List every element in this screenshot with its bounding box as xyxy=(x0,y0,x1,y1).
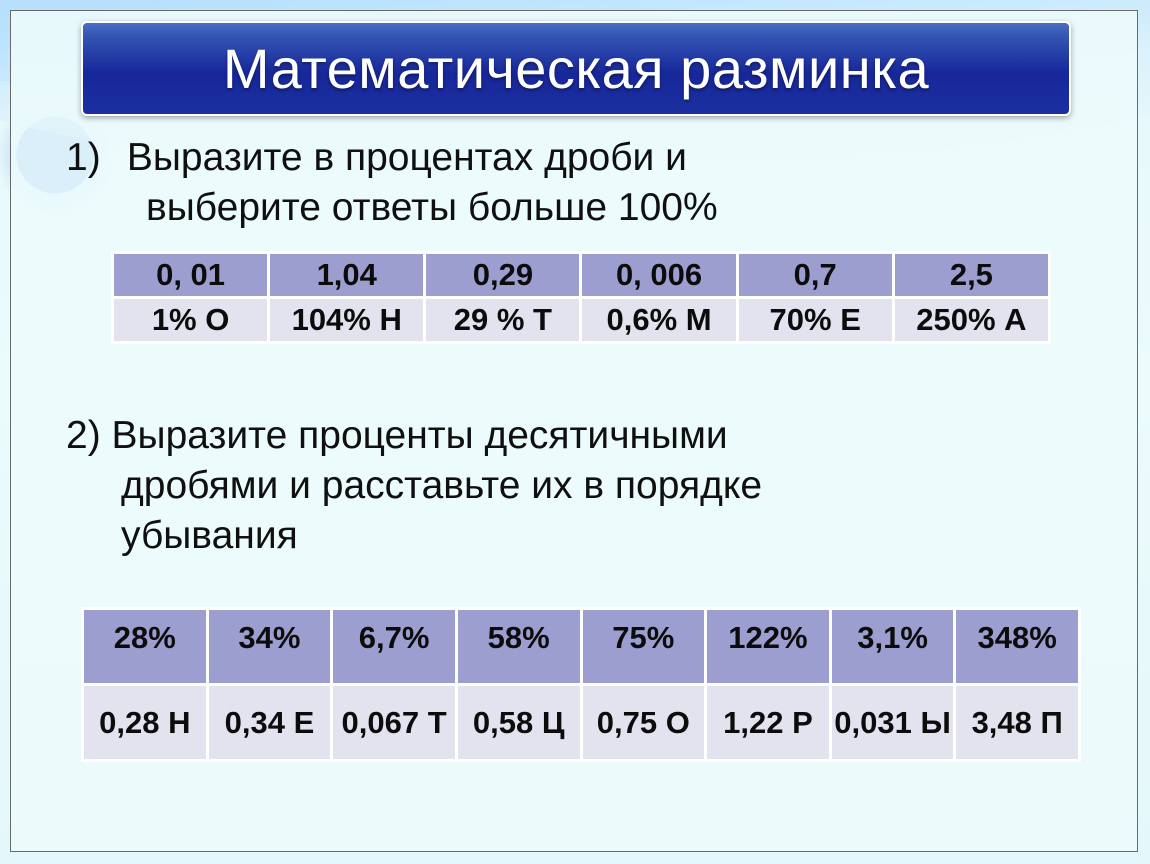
table-cell: 29 % Т xyxy=(425,298,581,343)
table-cell: 0,34 Е xyxy=(207,685,332,761)
task-2-line1: Выразите проценты десятичными xyxy=(112,414,728,457)
table-cell: 0,6% М xyxy=(581,298,737,343)
table-cell: 0,58 Ц xyxy=(456,685,581,761)
table-cell: 0,067 Т xyxy=(332,685,457,761)
table-cell: 75% xyxy=(581,609,706,685)
table-cell: 1,04 xyxy=(269,253,425,298)
table-cell: 28% xyxy=(83,609,208,685)
table-cell: 34% xyxy=(207,609,332,685)
task-1-line1: Выразите в процентах дроби и xyxy=(127,136,687,179)
table-row: 0, 01 1,04 0,29 0, 006 0,7 2,5 xyxy=(113,253,1050,298)
table-cell: 3,1% xyxy=(830,609,955,685)
table-cell: 0,031 Ы xyxy=(830,685,955,761)
slide-title: Математическая разминка xyxy=(223,36,929,101)
slide-frame: Математическая разминка 1) Выразите в пр… xyxy=(10,10,1138,852)
table-cell: 0,28 Н xyxy=(83,685,208,761)
table-cell: 1% О xyxy=(113,298,269,343)
table-cell: 6,7% xyxy=(332,609,457,685)
table-cell: 0, 006 xyxy=(581,253,737,298)
table-cell: 0,29 xyxy=(425,253,581,298)
table-row: 0,28 Н 0,34 Е 0,067 Т 0,58 Ц 0,75 О 1,22… xyxy=(83,685,1080,761)
table-cell: 122% xyxy=(706,609,831,685)
title-bar: Математическая разминка xyxy=(81,21,1071,116)
table-cell: 0, 01 xyxy=(113,253,269,298)
table-cell: 0,7 xyxy=(737,253,893,298)
table-cell: 3,48 П xyxy=(955,685,1080,761)
table-cell: 0,75 О xyxy=(581,685,706,761)
task-2-line2: дробями и расставьте их в порядке xyxy=(66,461,1076,511)
table-cell: 58% xyxy=(456,609,581,685)
table-1: 0, 01 1,04 0,29 0, 006 0,7 2,5 1% О 104%… xyxy=(111,251,1051,344)
table-cell: 2,5 xyxy=(893,253,1049,298)
task-2: 2) Выразите проценты десятичными дробями… xyxy=(66,411,1076,561)
task-1-number: 1) xyxy=(66,133,116,183)
task-1-line2: выберите ответы больше 100% xyxy=(66,183,1076,233)
table-cell: 250% А xyxy=(893,298,1049,343)
task-2-number: 2) xyxy=(66,414,101,457)
table-cell: 70% Е xyxy=(737,298,893,343)
task-2-line3: убывания xyxy=(66,511,1076,561)
table-cell: 104% Н xyxy=(269,298,425,343)
table-row: 1% О 104% Н 29 % Т 0,6% М 70% Е 250% А xyxy=(113,298,1050,343)
table-row: 28% 34% 6,7% 58% 75% 122% 3,1% 348% xyxy=(83,609,1080,685)
task-1: 1) Выразите в процентах дроби и выберите… xyxy=(66,133,1076,233)
table-cell: 348% xyxy=(955,609,1080,685)
table-cell: 1,22 Р xyxy=(706,685,831,761)
table-2: 28% 34% 6,7% 58% 75% 122% 3,1% 348% 0,28… xyxy=(81,607,1081,762)
